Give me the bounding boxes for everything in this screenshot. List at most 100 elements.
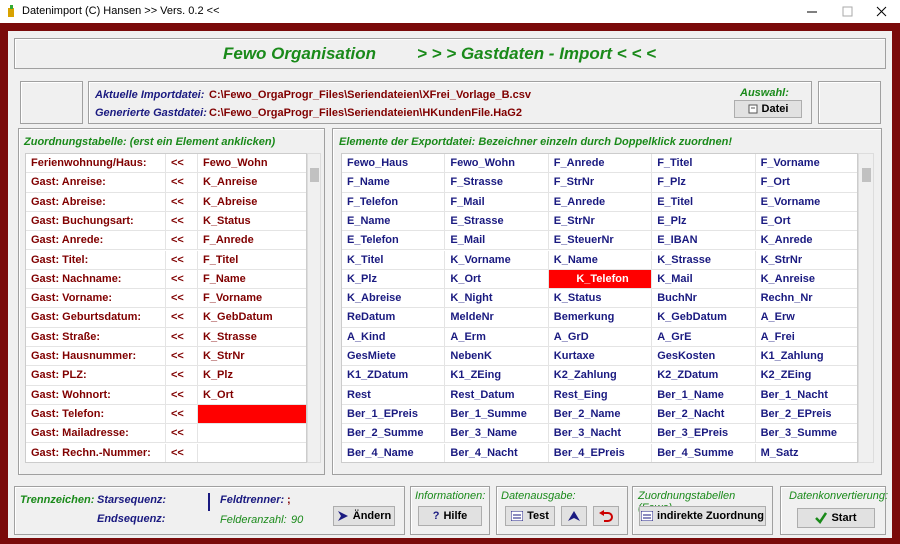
- export-field[interactable]: K_StrNr: [755, 251, 857, 270]
- export-field[interactable]: Fewo_Haus: [342, 154, 446, 174]
- export-field[interactable]: A_GrE: [652, 327, 756, 347]
- mapping-label[interactable]: Gast: Vorname:: [26, 289, 166, 309]
- export-field[interactable]: BuchNr: [652, 289, 756, 309]
- export-field[interactable]: A_Erw: [755, 308, 857, 328]
- export-field[interactable]: Kurtaxe: [548, 347, 653, 367]
- export-field[interactable]: K_Plz: [342, 269, 446, 290]
- export-field[interactable]: K_Titel: [342, 250, 446, 270]
- export-field[interactable]: K1_Zahlung: [755, 347, 857, 367]
- mapping-label[interactable]: Gast: Anrede:: [26, 231, 166, 251]
- change-button-label[interactable]: Ändern: [352, 510, 392, 522]
- file-button[interactable]: Datei: [734, 100, 802, 118]
- mapping-label[interactable]: Ferienwohnung/Haus:: [26, 154, 166, 174]
- help-button[interactable]: ? Hilfe: [418, 506, 482, 526]
- export-field[interactable]: E_Strasse: [445, 211, 549, 232]
- mapping-arrow[interactable]: <<: [166, 231, 198, 251]
- export-field[interactable]: K_Status: [548, 289, 653, 309]
- indirect-button-label[interactable]: indirekte Zuordnung: [657, 510, 764, 522]
- export-field[interactable]: Ber_4_EPreis: [548, 443, 653, 462]
- export-field[interactable]: F_StrNr: [548, 173, 653, 193]
- export-field[interactable]: Ber_1_Nacht: [755, 386, 857, 405]
- mapping-value[interactable]: K_Plz: [198, 366, 306, 386]
- export-field[interactable]: K1_ZEing: [445, 366, 549, 386]
- export-field[interactable]: K2_Zahlung: [548, 366, 653, 386]
- export-field[interactable]: Ber_3_EPreis: [652, 424, 756, 444]
- mapping-arrow[interactable]: <<: [166, 269, 198, 290]
- export-field[interactable]: Rest_Eing: [548, 385, 653, 405]
- export-field[interactable]: Bemerkung: [548, 308, 653, 328]
- export-field[interactable]: E_Vorname: [755, 193, 857, 212]
- mapping-arrow[interactable]: <<: [166, 250, 198, 270]
- export-field[interactable]: Ber_2_Name: [548, 404, 653, 425]
- export-field[interactable]: E_Ort: [755, 212, 857, 232]
- export-field[interactable]: K_Mail: [652, 269, 756, 290]
- mapping-value[interactable]: F_Titel: [198, 251, 306, 270]
- export-field[interactable]: K_Telefon: [548, 269, 653, 290]
- export-field[interactable]: Ber_4_Summe: [652, 443, 756, 462]
- export-field[interactable]: A_Frei: [755, 328, 857, 347]
- export-field[interactable]: Ber_4_Name: [342, 443, 446, 462]
- export-field[interactable]: ReDatum: [342, 308, 446, 328]
- export-field[interactable]: A_GrD: [548, 327, 653, 347]
- export-field[interactable]: K_Anreise: [755, 270, 857, 290]
- export-field[interactable]: Rechn_Nr: [755, 289, 857, 309]
- mapping-label[interactable]: Gast: Nachname:: [26, 269, 166, 290]
- export-field[interactable]: Ber_3_Summe: [755, 424, 857, 444]
- export-field[interactable]: F_Vorname: [755, 154, 857, 174]
- mapping-label[interactable]: Gast: Abreise:: [26, 192, 166, 212]
- export-field[interactable]: A_Erm: [445, 327, 549, 347]
- export-field[interactable]: E_Titel: [652, 192, 756, 212]
- export-field[interactable]: Rest_Datum: [445, 385, 549, 405]
- mapping-value[interactable]: F_Name: [198, 270, 306, 290]
- mapping-arrow[interactable]: <<: [166, 443, 198, 462]
- export-field[interactable]: GesMiete: [342, 347, 446, 367]
- export-field[interactable]: K_Vorname: [445, 250, 549, 270]
- mapping-value[interactable]: F_Anrede: [198, 231, 306, 251]
- export-field[interactable]: Ber_1_EPreis: [342, 404, 446, 425]
- mapping-value[interactable]: Fewo_Wohn: [198, 154, 306, 174]
- export-field[interactable]: GesKosten: [652, 347, 756, 367]
- export-field[interactable]: F_Plz: [652, 173, 756, 193]
- export-field[interactable]: K_Ort: [445, 269, 549, 290]
- mapping-arrow[interactable]: <<: [166, 424, 198, 444]
- mapping-value[interactable]: K_GebDatum: [198, 308, 306, 328]
- export-field[interactable]: F_Name: [342, 173, 446, 193]
- mapping-arrow[interactable]: <<: [166, 289, 198, 309]
- export-field[interactable]: Fewo_Wohn: [445, 154, 549, 174]
- mapping-value[interactable]: K_Anreise: [198, 173, 306, 193]
- mapping-arrow[interactable]: <<: [166, 347, 198, 367]
- export-field[interactable]: K2_ZEing: [755, 366, 857, 386]
- mapping-arrow[interactable]: <<: [166, 366, 198, 386]
- indirect-button[interactable]: indirekte Zuordnung: [639, 506, 766, 526]
- export-field[interactable]: Ber_2_Nacht: [652, 404, 756, 425]
- export-field[interactable]: E_Telefon: [342, 231, 446, 251]
- export-field[interactable]: Ber_3_Name: [445, 424, 549, 444]
- export-field[interactable]: E_Mail: [445, 231, 549, 251]
- export-field[interactable]: E_Anrede: [548, 192, 653, 212]
- export-field[interactable]: K_Name: [548, 250, 653, 270]
- scrollbar[interactable]: [307, 153, 321, 463]
- mapping-label[interactable]: Gast: Geburtsdatum:: [26, 308, 166, 328]
- export-field[interactable]: E_IBAN: [652, 231, 756, 251]
- export-field[interactable]: K_GebDatum: [652, 308, 756, 328]
- export-field[interactable]: K_Abreise: [342, 289, 446, 309]
- export-field[interactable]: Ber_4_Nacht: [445, 443, 549, 462]
- mapping-value[interactable]: K_Ort: [198, 386, 306, 405]
- start-button[interactable]: Start: [797, 508, 875, 528]
- mapping-arrow[interactable]: <<: [166, 308, 198, 328]
- mapping-value[interactable]: [198, 404, 306, 425]
- export-field[interactable]: Ber_1_Name: [652, 385, 756, 405]
- export-field[interactable]: Rest: [342, 385, 446, 405]
- export-field[interactable]: F_Strasse: [445, 173, 549, 193]
- mapping-label[interactable]: Gast: Buchungsart:: [26, 211, 166, 232]
- mapping-label[interactable]: Gast: Anreise:: [26, 173, 166, 193]
- test-button-label[interactable]: Test: [527, 510, 549, 522]
- mapping-label[interactable]: Gast: Mailadresse:: [26, 424, 166, 444]
- export-field[interactable]: NebenK: [445, 347, 549, 367]
- mapping-label[interactable]: Gast: Titel:: [26, 250, 166, 270]
- start-button-label[interactable]: Start: [831, 512, 857, 524]
- mapping-value[interactable]: K_Strasse: [198, 328, 306, 347]
- mapping-arrow[interactable]: <<: [166, 192, 198, 212]
- export-field[interactable]: F_Mail: [445, 192, 549, 212]
- mapping-value[interactable]: K_Abreise: [198, 193, 306, 212]
